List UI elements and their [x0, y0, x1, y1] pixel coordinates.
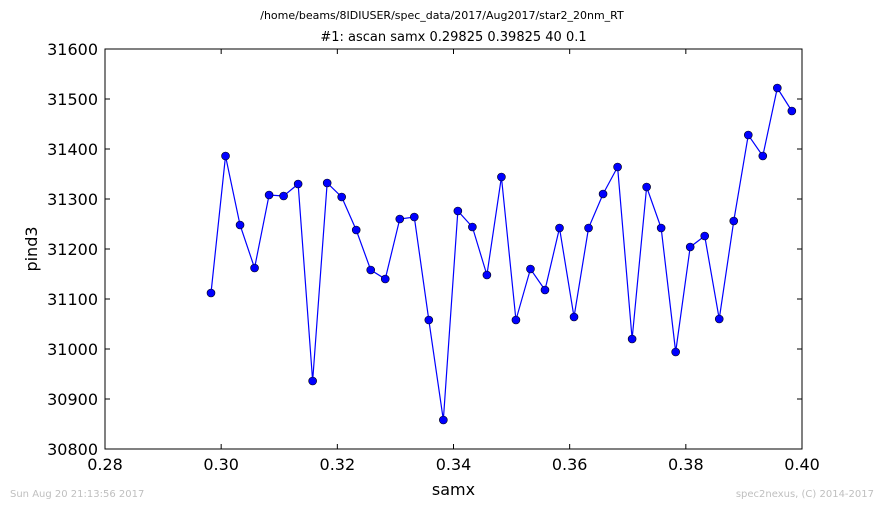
y-tick-label: 31100 [47, 290, 98, 309]
data-point [613, 162, 622, 172]
data-point [293, 179, 303, 189]
x-tick-label: 0.30 [203, 455, 239, 474]
data-point [555, 223, 564, 233]
data-point [627, 334, 637, 344]
x-tick-label: 0.28 [87, 455, 123, 474]
y-tick-label: 31500 [47, 90, 98, 109]
data-point [322, 178, 332, 188]
data-point [221, 151, 230, 161]
data-point [671, 347, 680, 357]
y-tick-label: 31600 [47, 40, 98, 59]
chart-title: #1: ascan samx 0.29825 0.39825 40 0.1 [320, 30, 587, 45]
plot-frame [104, 48, 803, 450]
timestamp: Sun Aug 20 21:13:56 2017 [10, 489, 145, 500]
data-point [206, 288, 216, 298]
data-point [380, 274, 390, 284]
data-point [279, 191, 288, 201]
series-line [210, 86, 793, 421]
file-path-title: /home/beams/8IDIUSER/spec_data/2017/Aug2… [260, 9, 624, 22]
data-point [656, 223, 666, 233]
data-point [482, 270, 492, 280]
y-tick-label: 30900 [47, 390, 98, 409]
data-point [729, 216, 739, 226]
data-point [526, 264, 535, 274]
data-point [235, 220, 245, 230]
data-point [569, 312, 579, 322]
data-point [337, 192, 346, 202]
data-point [642, 182, 651, 192]
y-tick-label: 31000 [47, 340, 98, 359]
x-tick-label: 0.38 [668, 455, 704, 474]
x-tick-label: 0.36 [552, 455, 588, 474]
data-point [758, 151, 768, 161]
data-point [540, 285, 550, 295]
data-point [598, 189, 608, 199]
data-point [584, 223, 593, 233]
x-axis-label: samx [432, 480, 475, 499]
data-point [700, 231, 710, 241]
data-point [511, 315, 521, 325]
data-point [453, 206, 463, 216]
y-tick-label: 30800 [47, 440, 98, 459]
data-point [743, 130, 753, 140]
y-tick-label: 31200 [47, 240, 98, 259]
y-axis-label: pind3 [22, 226, 41, 271]
data-point [264, 190, 274, 200]
data-point [351, 225, 361, 235]
data-point [395, 214, 405, 224]
data-point [308, 376, 317, 386]
data-point [439, 415, 448, 425]
data-point [773, 83, 782, 93]
data-point [787, 106, 797, 116]
data-point [366, 265, 376, 275]
data-point [250, 263, 259, 273]
data-point [714, 314, 724, 324]
y-tick-label: 31300 [47, 190, 98, 209]
data-point [409, 212, 419, 222]
data-point [497, 172, 506, 182]
credit-text: spec2nexus, (C) 2014-2017 [735, 489, 874, 500]
data-point [468, 222, 477, 232]
y-tick-label: 31400 [47, 140, 98, 159]
x-tick-label: 0.32 [320, 455, 356, 474]
data-point [424, 315, 434, 325]
x-tick-label: 0.34 [436, 455, 472, 474]
data-point [685, 242, 695, 252]
x-tick-label: 0.40 [784, 455, 820, 474]
